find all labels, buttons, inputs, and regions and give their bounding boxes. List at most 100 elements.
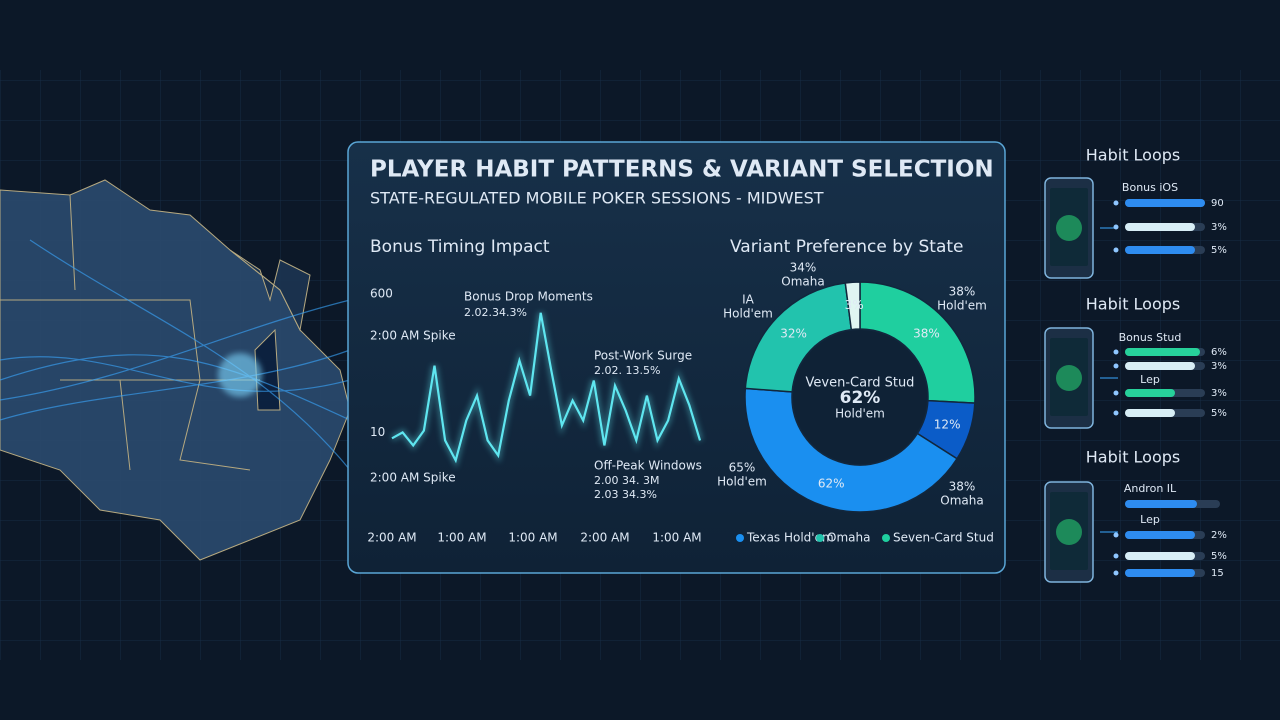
habit-value: 6%	[1211, 347, 1227, 358]
segment-label: 32%	[780, 327, 807, 341]
legend-swatch	[736, 534, 744, 542]
poker-table	[1056, 215, 1082, 241]
habit-value: 2%	[1211, 530, 1227, 541]
flow-line	[0, 299, 351, 401]
center-label: Veven-Card Stud	[806, 376, 915, 391]
habit-label: Lep	[1140, 513, 1160, 526]
annotation: Off-Peak Windows	[594, 459, 702, 473]
segment-label: 38%	[913, 327, 940, 341]
legend-swatch	[816, 534, 824, 542]
donut-segment	[744, 387, 959, 513]
y-tick-label: 600	[370, 286, 393, 300]
annotation: 2.03 34.3%	[594, 488, 657, 501]
lake	[254, 328, 281, 411]
annotation: Bonus Drop Moments	[464, 290, 593, 304]
annotation: 2:00 AM Spike	[370, 471, 456, 485]
habit-value: 5%	[1211, 408, 1227, 419]
progress-dot	[1113, 532, 1119, 538]
donut-hole	[793, 330, 927, 464]
annotation: Post-Work Surge	[594, 349, 692, 363]
flow-line	[0, 354, 351, 421]
flow-line	[0, 356, 351, 392]
progress-fill	[1125, 409, 1175, 417]
legend-label: Omaha	[827, 531, 870, 545]
flow-line	[29, 239, 351, 471]
habit-label: Lep	[1140, 373, 1160, 386]
progress-fill	[1125, 246, 1195, 254]
annotation: 2.02.34.3%	[464, 306, 527, 319]
annotation: Hold'em	[937, 299, 987, 313]
habit-value: 15	[1211, 568, 1224, 579]
progress-dot	[1113, 570, 1119, 576]
progress-dot	[1113, 410, 1119, 416]
legend-label: Texas Hold'em	[746, 531, 834, 545]
progress-dot	[1113, 349, 1119, 355]
habit-value: 3%	[1211, 222, 1227, 233]
progress-fill	[1125, 223, 1195, 231]
habit-label: Bonus Stud	[1119, 331, 1182, 344]
x-tick-label: 1:00 AM	[652, 531, 701, 545]
annotation: IA	[742, 293, 755, 307]
progress-dot	[1113, 363, 1119, 369]
annotation: 34%	[790, 261, 817, 275]
annotation: 2.00 34. 3M	[594, 474, 659, 487]
x-tick-label: 2:00 AM	[367, 531, 416, 545]
habit-value: 5%	[1211, 245, 1227, 256]
segment-label: 12%	[934, 417, 961, 431]
center-label: Hold'em	[835, 407, 885, 421]
annotation: Hold'em	[717, 475, 767, 489]
progress-dot	[1113, 247, 1119, 253]
x-tick-label: 1:00 AM	[508, 531, 557, 545]
progress-dot	[1113, 553, 1119, 559]
annotation: Omaha	[781, 275, 824, 289]
donut-segment	[844, 281, 861, 331]
segment-label: 62%	[818, 476, 845, 490]
progress-dot	[1113, 200, 1119, 206]
habit-value: 5%	[1211, 551, 1227, 562]
progress-fill	[1125, 500, 1197, 508]
progress-fill	[1125, 569, 1195, 577]
map-region	[229, 249, 311, 332]
progress-fill	[1125, 531, 1195, 539]
habit-label: Andron IL	[1124, 482, 1177, 495]
annotation: 38%	[949, 480, 976, 494]
legend-label: Seven-Card Stud	[893, 531, 994, 545]
x-tick-label: 2:00 AM	[580, 531, 629, 545]
habit-value: 90	[1211, 198, 1224, 209]
habit-label: Bonus iOS	[1122, 181, 1178, 194]
chart-title: Variant Preference by State	[730, 237, 963, 257]
habit-value: 3%	[1211, 388, 1227, 399]
progress-fill	[1125, 348, 1200, 356]
progress-fill	[1125, 199, 1205, 207]
progress-fill	[1125, 552, 1195, 560]
annotation: 2:00 AM Spike	[370, 329, 456, 343]
habit-title: Habit Loops	[1086, 448, 1181, 467]
annotation: Hold'em	[723, 307, 773, 321]
flow-lines	[0, 239, 351, 471]
progress-dot	[1113, 390, 1119, 396]
legend-swatch	[882, 534, 890, 542]
habit-value: 3%	[1211, 361, 1227, 372]
flow-line	[0, 349, 351, 421]
segment-label: 3%	[845, 298, 864, 312]
habit-title: Habit Loops	[1086, 295, 1181, 314]
habit-title: Habit Loops	[1086, 146, 1181, 165]
progress-dot	[1113, 224, 1119, 230]
x-tick-label: 1:00 AM	[437, 531, 486, 545]
progress-fill	[1125, 362, 1195, 370]
poker-table	[1056, 365, 1082, 391]
chart-title: Bonus Timing Impact	[370, 237, 550, 257]
panel-subtitle: STATE-REGULATED MOBILE POKER SESSIONS - …	[370, 189, 824, 208]
annotation: 2.02. 13.5%	[594, 364, 660, 377]
y-tick-label: 10	[370, 425, 385, 439]
map-glow	[218, 353, 262, 397]
line	[391, 312, 702, 464]
annotation: 65%	[729, 461, 756, 475]
poker-table	[1056, 519, 1082, 545]
annotation: Omaha	[940, 494, 983, 508]
annotation: 38%	[949, 285, 976, 299]
center-label: 62%	[840, 388, 881, 408]
panel-title: PLAYER HABIT PATTERNS & VARIANT SELECTIO…	[370, 157, 994, 183]
